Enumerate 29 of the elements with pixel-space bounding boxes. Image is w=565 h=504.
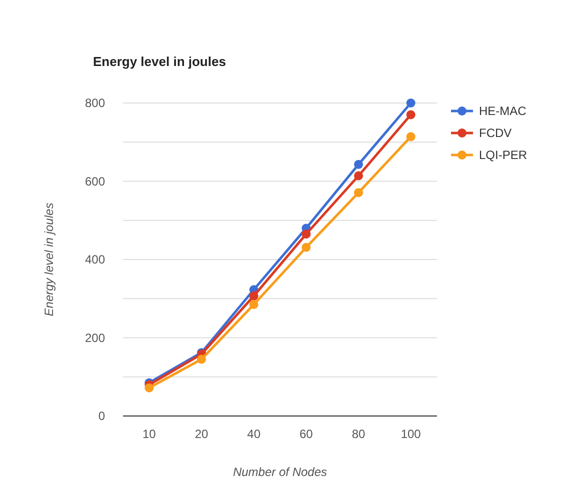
point <box>406 98 416 108</box>
legend-label: HE-MAC <box>479 104 527 118</box>
x-axis-title: Number of Nodes <box>232 465 328 479</box>
point <box>406 110 416 120</box>
y-tick-label: 200 <box>84 330 106 345</box>
y-axis-title: Energy level in joules <box>42 202 56 316</box>
x-tick-label: 80 <box>352 427 366 441</box>
y-tick-label: 800 <box>84 96 106 110</box>
chart-title: Energy level in joules <box>93 54 226 69</box>
point <box>354 171 363 180</box>
point <box>249 291 258 300</box>
y-tick-label: 400 <box>84 252 106 267</box>
legend-label: FCDV <box>479 126 512 140</box>
point <box>354 188 363 198</box>
x-tick-label: 60 <box>299 427 314 441</box>
y-tick-label: 600 <box>84 174 106 188</box>
point <box>144 383 154 392</box>
point <box>249 300 258 309</box>
point <box>302 242 311 252</box>
point <box>406 132 416 142</box>
x-tick-label: 100 <box>400 427 422 441</box>
legend-label: LQI-PER <box>479 148 528 162</box>
point <box>354 160 363 169</box>
point <box>302 230 311 239</box>
x-tick-label: 20 <box>194 427 208 441</box>
x-tick-label: 10 <box>142 427 156 441</box>
point <box>197 354 206 364</box>
y-tick-label: 0 <box>98 409 106 424</box>
x-tick-label: 40 <box>247 427 261 441</box>
